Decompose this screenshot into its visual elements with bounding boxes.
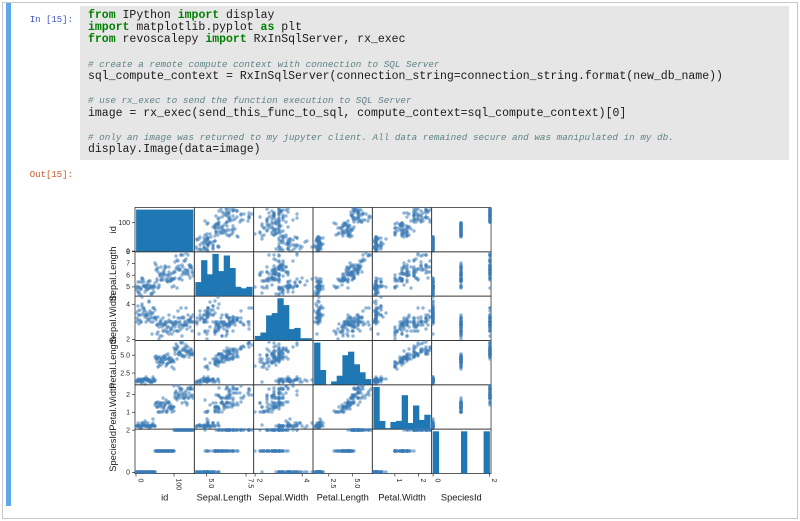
- svg-text:2.5: 2.5: [329, 479, 336, 489]
- svg-text:Sepal.Length: Sepal.Length: [108, 247, 118, 302]
- svg-text:Petal.Length: Petal.Length: [108, 337, 118, 389]
- svg-text:2: 2: [126, 428, 130, 435]
- svg-text:6: 6: [126, 273, 130, 280]
- svg-text:Petal.Width: Petal.Width: [108, 383, 118, 431]
- svg-text:Sepal.Width: Sepal.Width: [108, 293, 118, 343]
- svg-text:100: 100: [118, 220, 130, 227]
- svg-text:8: 8: [126, 249, 130, 256]
- svg-text:0: 0: [433, 479, 440, 483]
- svg-text:Sepal.Length: Sepal.Length: [197, 493, 252, 503]
- svg-text:7.5: 7.5: [246, 479, 253, 489]
- svg-text:4: 4: [126, 302, 130, 309]
- svg-text:2: 2: [126, 392, 130, 399]
- svg-text:5: 5: [126, 284, 130, 291]
- svg-text:id: id: [108, 226, 118, 233]
- svg-text:2: 2: [255, 479, 262, 483]
- svg-text:1: 1: [395, 479, 402, 483]
- svg-text:0: 0: [136, 479, 143, 483]
- svg-text:5.0: 5.0: [207, 479, 214, 489]
- svg-text:4: 4: [303, 479, 310, 483]
- svg-text:100: 100: [174, 479, 181, 491]
- svg-text:2: 2: [490, 479, 497, 483]
- svg-text:2: 2: [126, 337, 130, 344]
- svg-text:Petal.Length: Petal.Length: [317, 493, 369, 503]
- svg-text:2: 2: [419, 479, 426, 483]
- svg-text:Sepal.Width: Sepal.Width: [258, 493, 308, 503]
- svg-text:SpeciesId: SpeciesId: [108, 431, 118, 472]
- svg-text:1: 1: [126, 410, 130, 417]
- svg-text:7: 7: [126, 261, 130, 268]
- svg-text:5.0: 5.0: [120, 353, 130, 360]
- svg-text:5.0: 5.0: [353, 479, 360, 489]
- svg-text:2.5: 2.5: [120, 370, 130, 377]
- svg-text:0: 0: [126, 470, 130, 477]
- svg-text:Petal.Width: Petal.Width: [378, 493, 426, 503]
- svg-text:SpeciesId: SpeciesId: [441, 493, 482, 503]
- svg-text:id: id: [161, 493, 168, 503]
